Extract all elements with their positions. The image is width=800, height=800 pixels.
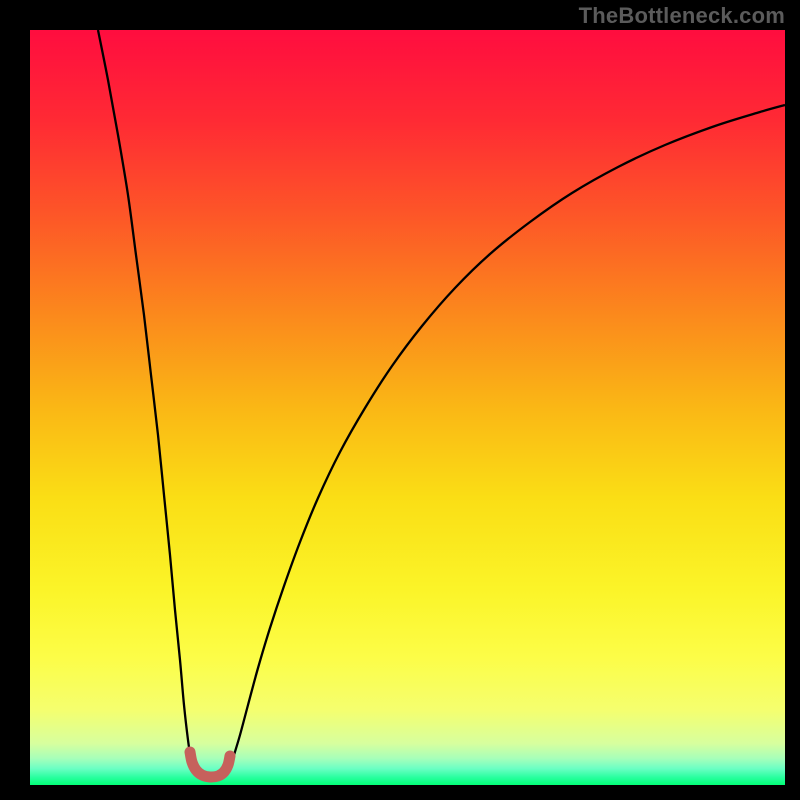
curve-right bbox=[230, 105, 785, 768]
curves-svg bbox=[30, 30, 785, 785]
trough-marker bbox=[190, 752, 230, 777]
plot-area bbox=[30, 30, 785, 785]
watermark-text: TheBottleneck.com bbox=[579, 3, 785, 29]
curve-left bbox=[98, 30, 193, 770]
